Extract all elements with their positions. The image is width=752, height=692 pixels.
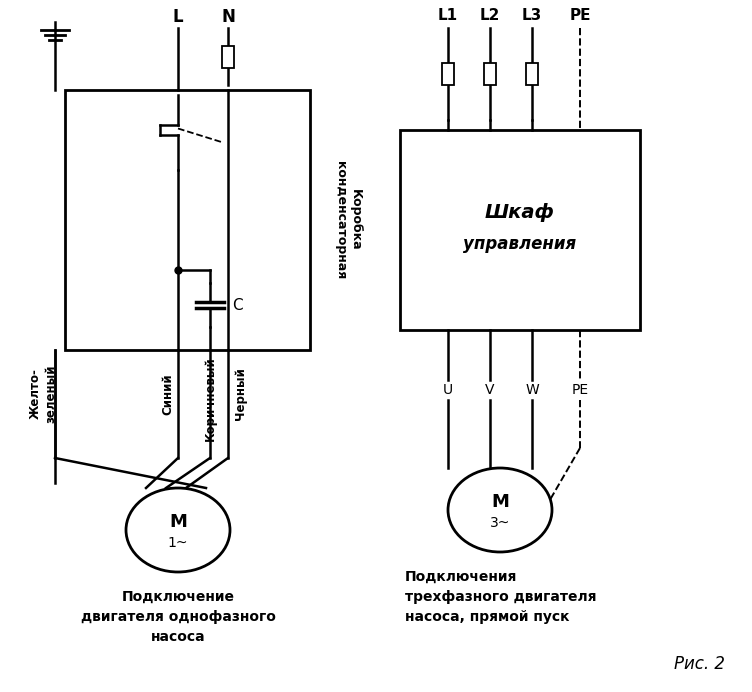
Text: Подключение: Подключение [122,590,235,604]
Ellipse shape [448,468,552,552]
Text: Рис. 2: Рис. 2 [675,655,726,673]
Text: U: U [443,383,453,397]
Text: Коричневый: Коричневый [204,356,217,441]
Text: Подключения: Подключения [405,570,517,584]
Text: L: L [173,8,183,26]
Text: 3~: 3~ [490,516,510,529]
Text: трехфазного двигателя: трехфазного двигателя [405,590,596,604]
Text: насоса: насоса [150,630,205,644]
Text: L1: L1 [438,8,458,23]
Text: C: C [232,298,243,313]
Text: Шкаф: Шкаф [485,203,555,221]
Ellipse shape [126,488,230,572]
Text: двигателя однофазного: двигателя однофазного [80,610,275,624]
Text: N: N [221,8,235,26]
Text: W: W [525,383,539,397]
Text: Синий: Синий [162,373,174,415]
Text: V: V [485,383,495,397]
Bar [442,63,454,85]
Bar [484,63,496,85]
Text: Коробка
конденсаторная: Коробка конденсаторная [334,161,362,279]
Text: M: M [491,493,509,511]
Text: Желто-
зеленый: Желто- зеленый [29,365,57,424]
Text: M: M [169,513,187,531]
Text: PE: PE [569,8,591,23]
Text: L3: L3 [522,8,542,23]
Text: Черный: Черный [234,367,247,421]
Bar [400,130,640,330]
Text: 1~: 1~ [168,536,188,549]
Bar [526,63,538,85]
Bar [65,90,310,350]
Bar [222,46,234,68]
Text: насоса, прямой пуск: насоса, прямой пуск [405,610,569,624]
Text: PE: PE [572,383,589,397]
Text: управления: управления [463,235,577,253]
Text: L2: L2 [480,8,500,23]
